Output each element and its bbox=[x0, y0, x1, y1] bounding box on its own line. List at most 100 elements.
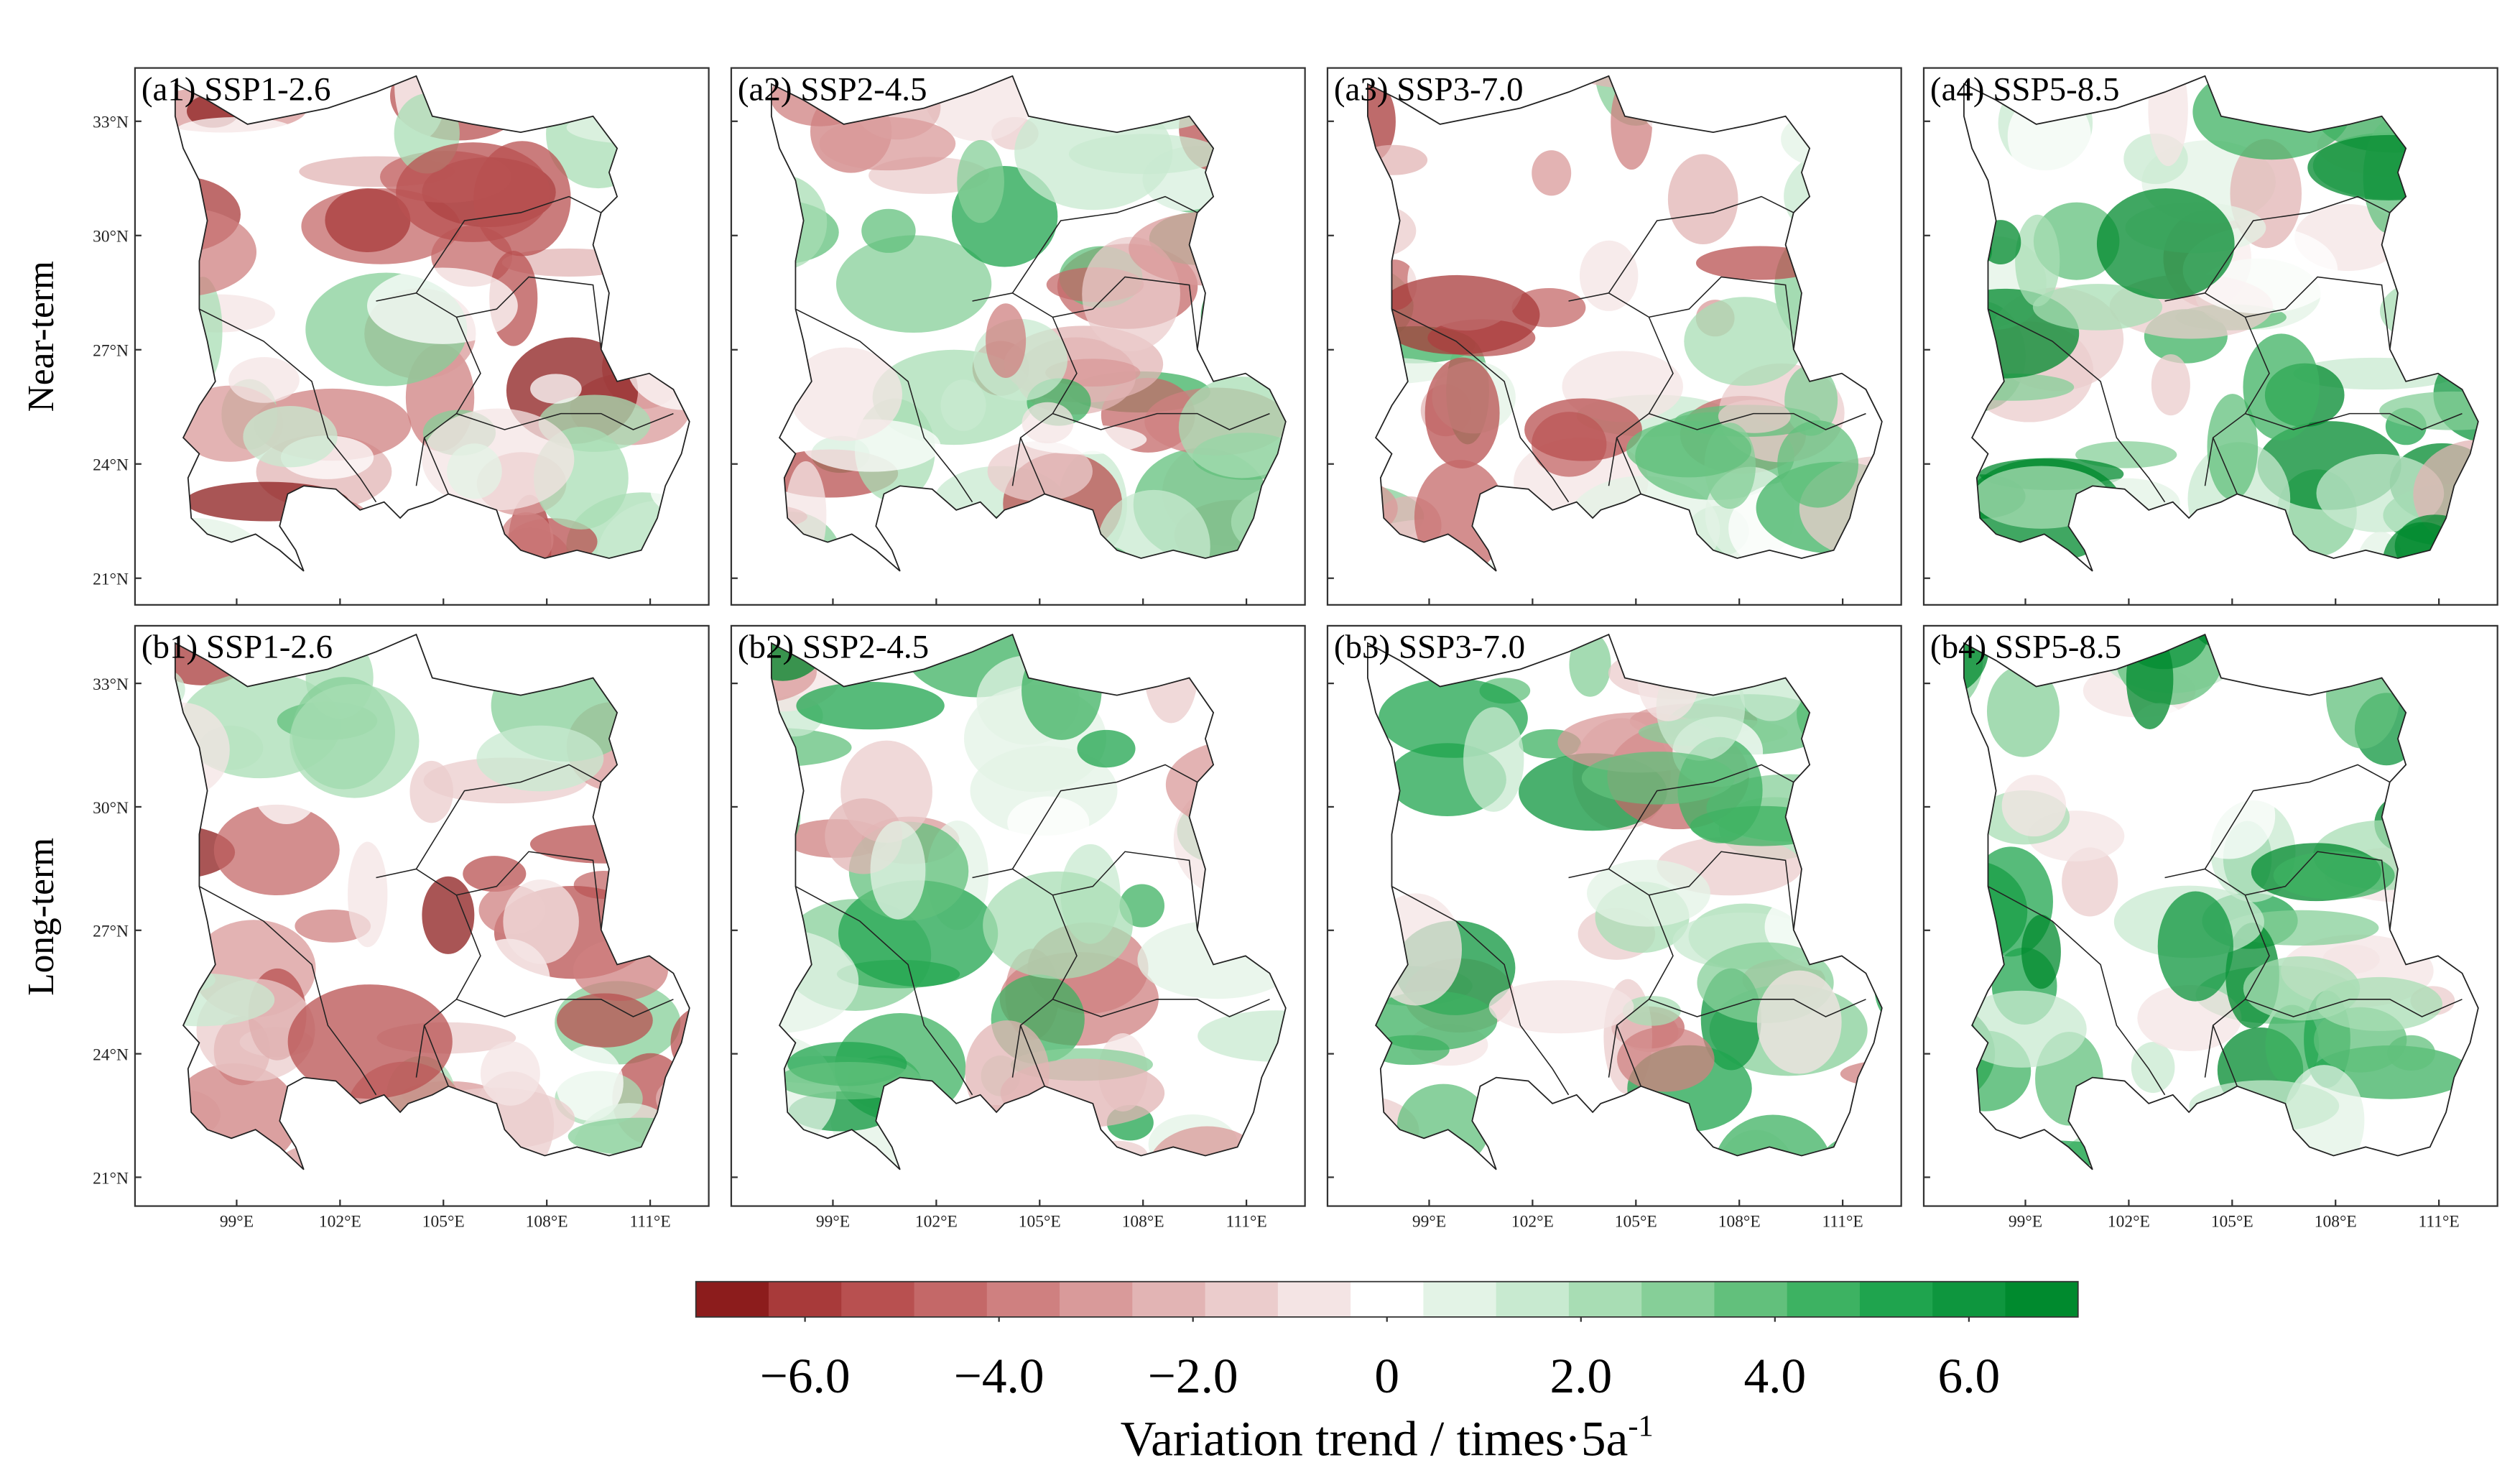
shade bbox=[476, 725, 604, 792]
shade bbox=[1667, 154, 1738, 245]
colorbar-segment bbox=[1568, 1281, 1642, 1317]
shade bbox=[1367, 991, 1498, 1050]
shade bbox=[2182, 772, 2276, 859]
x-tick-label: 102°E bbox=[1511, 1213, 1554, 1232]
shade bbox=[2131, 1042, 2175, 1094]
province-border bbox=[1988, 885, 2166, 1096]
x-tick-label: 108°E bbox=[1122, 1213, 1164, 1232]
shade bbox=[1587, 859, 1710, 927]
shade bbox=[228, 356, 300, 403]
colorbar-segment bbox=[2005, 1281, 2079, 1317]
x-tick-label: 111°E bbox=[629, 1213, 670, 1232]
colorbar-segment bbox=[1714, 1281, 1788, 1317]
shade bbox=[1756, 970, 1842, 1074]
y-tick-label: 24°N bbox=[93, 1046, 129, 1065]
shade bbox=[1178, 376, 1286, 479]
x-tick-label: 102°E bbox=[319, 1213, 361, 1232]
region-outline bbox=[1963, 633, 2479, 1170]
shade bbox=[2062, 847, 2118, 917]
shade bbox=[957, 139, 1004, 223]
colorbar-tick-label: −6.0 bbox=[760, 1349, 851, 1404]
shade bbox=[819, 116, 956, 171]
province-border bbox=[2212, 437, 2238, 494]
shade bbox=[835, 235, 992, 333]
colorbar-segment bbox=[1932, 1281, 2006, 1317]
x-tick-label: 99°E bbox=[220, 1213, 254, 1232]
province-border bbox=[423, 1025, 449, 1087]
shade bbox=[1022, 402, 1074, 443]
shade bbox=[530, 374, 582, 404]
colorbar-segment bbox=[1859, 1281, 1933, 1317]
region-outline bbox=[770, 75, 1287, 572]
province-border bbox=[2245, 851, 2391, 930]
shade bbox=[1626, 421, 1752, 478]
region-outline bbox=[1367, 633, 1883, 1170]
shade bbox=[2096, 188, 2235, 300]
row-label: Long-term bbox=[21, 838, 62, 996]
colorbar-segment bbox=[841, 1281, 915, 1317]
shade bbox=[1569, 634, 1611, 697]
province-border bbox=[2212, 1025, 2238, 1087]
shade bbox=[1617, 1026, 1715, 1092]
province-border bbox=[795, 885, 973, 1096]
colorbar-label-text: Variation trend / times·5a bbox=[1121, 1411, 1629, 1466]
colorbar-tick-label: 4.0 bbox=[1743, 1349, 1806, 1404]
shade bbox=[175, 973, 275, 1027]
shade bbox=[1622, 996, 1681, 1026]
shade bbox=[447, 443, 502, 499]
region-outline bbox=[770, 633, 1287, 1170]
x-tick-label: 108°E bbox=[1718, 1213, 1761, 1232]
province-border bbox=[1988, 308, 2166, 503]
province-border bbox=[199, 308, 377, 503]
province-border bbox=[1649, 412, 1866, 430]
shade bbox=[1986, 665, 2060, 757]
y-tick-label: 33°N bbox=[93, 675, 129, 694]
shade bbox=[2157, 891, 2233, 1002]
panel-frame bbox=[1326, 67, 1902, 606]
panel-frame bbox=[134, 67, 710, 606]
colorbar-label-sup: -1 bbox=[1628, 1409, 1653, 1443]
region-outline bbox=[1367, 75, 1883, 572]
shade bbox=[861, 208, 916, 253]
province-border bbox=[1608, 195, 1794, 294]
x-tick-label: 99°E bbox=[816, 1213, 850, 1232]
province-border bbox=[456, 412, 674, 430]
shade bbox=[557, 993, 653, 1048]
shade bbox=[556, 1045, 624, 1121]
shade bbox=[213, 804, 340, 896]
region-outline bbox=[174, 633, 690, 1170]
row-label: Near-term bbox=[21, 261, 62, 412]
shade bbox=[2207, 394, 2259, 500]
shade bbox=[2379, 391, 2478, 430]
province-border bbox=[1052, 412, 1270, 430]
shade bbox=[940, 379, 986, 431]
region-outline bbox=[1963, 75, 2479, 572]
province-border bbox=[1608, 764, 1794, 869]
panel-frame bbox=[1922, 67, 2498, 606]
province-border bbox=[1391, 308, 1570, 503]
x-tick-label: 102°E bbox=[915, 1213, 958, 1232]
province-border bbox=[2204, 764, 2391, 869]
x-tick-label: 111°E bbox=[2419, 1213, 2460, 1232]
province-border bbox=[1649, 276, 1794, 350]
colorbar-segment bbox=[1787, 1281, 1861, 1317]
x-tick-label: 105°E bbox=[422, 1213, 465, 1232]
colorbar-tick-label: 6.0 bbox=[1938, 1349, 2001, 1404]
region-outline bbox=[174, 75, 690, 572]
shade bbox=[2021, 915, 2061, 989]
shade bbox=[923, 75, 1035, 142]
shade bbox=[2075, 441, 2177, 468]
colorbar-tick-label: −4.0 bbox=[954, 1349, 1044, 1404]
shade bbox=[1713, 1114, 1833, 1170]
y-tick-label: 21°N bbox=[93, 1169, 129, 1188]
shade bbox=[1963, 990, 2087, 1068]
province-border bbox=[1011, 195, 1198, 294]
shade bbox=[1097, 489, 1210, 571]
colorbar-segment bbox=[986, 1281, 1060, 1317]
y-tick-label: 30°N bbox=[93, 799, 129, 818]
province-border bbox=[2204, 195, 2391, 294]
province-border bbox=[2245, 999, 2463, 1017]
shade bbox=[1579, 240, 1639, 311]
shade bbox=[1425, 357, 1500, 468]
